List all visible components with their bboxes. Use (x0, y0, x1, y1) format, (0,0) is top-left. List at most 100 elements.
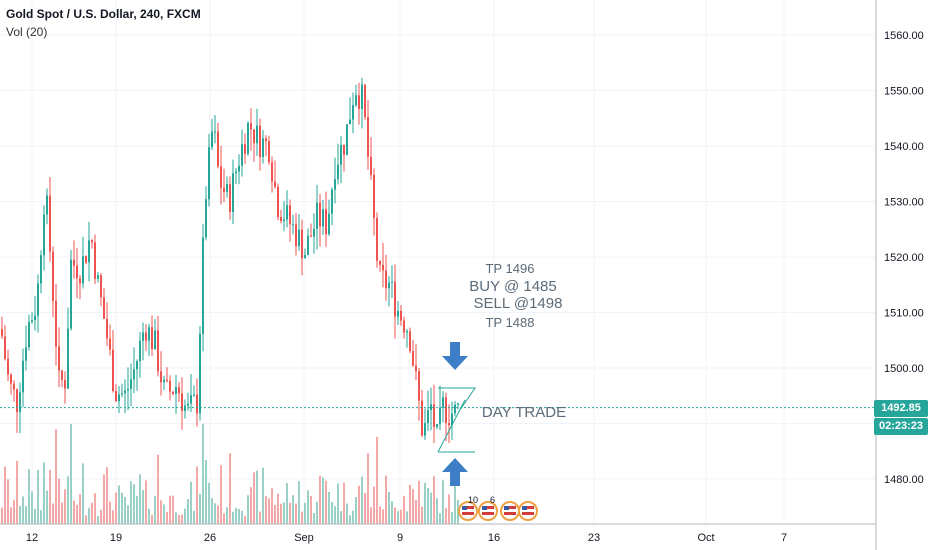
candle-body (118, 394, 120, 402)
volume-bar (190, 481, 192, 524)
candle-body (406, 331, 408, 333)
candle-body (46, 195, 48, 215)
volume-bar (160, 500, 162, 524)
volume-bar (88, 507, 90, 524)
candle-body (229, 184, 231, 213)
candle-body (394, 281, 396, 317)
volume-bar (349, 515, 351, 524)
candle-body (358, 95, 360, 109)
volume-bar (448, 494, 450, 524)
candle-body (301, 229, 303, 259)
volume-bar (418, 480, 420, 524)
volume-bar (157, 454, 159, 524)
candle-body (340, 144, 342, 165)
candle-body (115, 390, 117, 402)
candle-body (427, 410, 429, 424)
volume-bar (187, 499, 189, 524)
volume-bar (196, 466, 198, 524)
volume-bar (121, 492, 123, 524)
volume-bar (379, 506, 381, 524)
volume-bar (163, 504, 165, 524)
volume-bar (199, 493, 201, 524)
candle-body (451, 413, 453, 426)
volume-bar (28, 469, 30, 524)
tp-bottom-label[interactable]: TP 1488 (485, 315, 535, 330)
flag-canton (462, 506, 467, 510)
y-tick-label: 1540.00 (884, 141, 924, 153)
candle-body (175, 387, 177, 394)
volume-bar (70, 424, 72, 524)
volume-bar (262, 467, 264, 524)
day-trade-label[interactable]: DAY TRADE (481, 404, 567, 421)
sell-label[interactable]: SELL @1498 (473, 295, 563, 312)
volume-bar (211, 497, 213, 524)
candle-body (361, 84, 363, 109)
volume-bar (112, 510, 114, 524)
x-tick-label: Oct (697, 532, 714, 544)
candle-body (31, 320, 33, 323)
volume-bar (436, 498, 438, 524)
volume-bar (325, 480, 327, 524)
event-count-label: 6 (490, 495, 495, 505)
candle-body (181, 393, 183, 411)
volume-bar (148, 508, 150, 524)
candle-body (349, 119, 351, 125)
candle-body (424, 423, 426, 436)
candle-body (439, 407, 441, 425)
countdown-tag: 02:23:23 (874, 418, 928, 435)
candle-body (457, 403, 459, 405)
volume-bar (376, 436, 378, 524)
candles (1, 77, 459, 444)
volume-bar (385, 475, 387, 524)
candle-body (253, 129, 255, 144)
x-tick-label: Sep (294, 532, 314, 544)
flag-ring (518, 501, 538, 521)
volume-bar (358, 485, 360, 524)
flag-canton (482, 506, 487, 510)
volume-bar (124, 497, 126, 524)
volume-bar (58, 478, 60, 524)
us-flag-icon[interactable]: 10 (458, 495, 478, 521)
candle-body (112, 349, 114, 391)
candle-body (145, 332, 147, 341)
volume-bar (226, 507, 228, 524)
candle-body (220, 166, 222, 188)
trend-line (437, 399, 466, 453)
volume-indicator-label: Vol (20) (6, 25, 48, 39)
us-flag-icon[interactable]: 6 (478, 495, 498, 521)
candle-body (1, 329, 3, 337)
buy-label[interactable]: BUY @ 1485 (469, 278, 557, 295)
volume-bar (265, 496, 267, 524)
us-flag-icon[interactable] (500, 501, 520, 521)
candle-body (379, 260, 381, 265)
candle-body (211, 131, 213, 148)
volume-bar (322, 477, 324, 524)
us-flag-icon[interactable] (518, 501, 538, 521)
candle-body (292, 224, 294, 226)
volume-bar (391, 501, 393, 524)
candle-body (283, 219, 285, 222)
volume-bar (232, 511, 234, 524)
candle-body (319, 202, 321, 227)
flag-stripe (522, 512, 534, 515)
volume-bar (139, 474, 141, 524)
candle-body (313, 228, 315, 237)
candle-body (163, 379, 165, 383)
candle-body (16, 389, 18, 413)
volume-bar (250, 487, 252, 524)
volume-bar (97, 515, 99, 524)
candle-body (40, 255, 42, 284)
flag-canton (504, 506, 509, 510)
candle-body (328, 213, 330, 235)
volume-bar (253, 472, 255, 524)
candle-body (250, 123, 252, 130)
candle-body (289, 205, 291, 225)
tp-top-label[interactable]: TP 1496 (485, 261, 535, 276)
candle-body (109, 338, 111, 350)
candle-body (151, 327, 153, 350)
volume-bar (7, 479, 9, 524)
arrow-down-icon (442, 342, 468, 370)
volume-bar (442, 480, 444, 524)
volume-bar (46, 490, 48, 524)
